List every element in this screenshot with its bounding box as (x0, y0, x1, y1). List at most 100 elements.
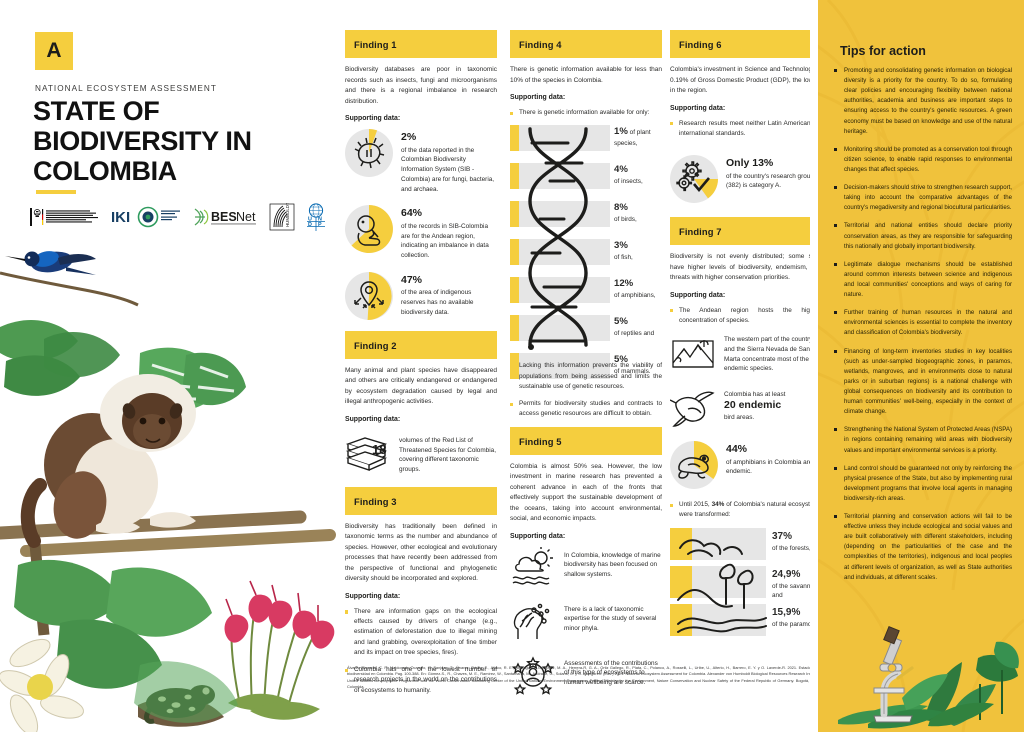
stat-value: 20 endemic (724, 398, 782, 411)
genetic-row: 5% of reptiles and (510, 315, 662, 348)
stat-row: Assessments of the contributions of this… (510, 655, 662, 697)
sidebar-divider (810, 0, 818, 732)
bacteria-icon (345, 129, 393, 178)
stat-value: 44% (726, 443, 748, 456)
stat-row: 64% of the records in SIB-Colombia are f… (345, 205, 497, 260)
list-item: Promoting and consolidating genetic info… (834, 66, 1012, 137)
transform-value: 34% (711, 501, 725, 509)
finding-1-supporting-label: Supporting data: (345, 115, 401, 123)
transform-pre: Until 2015, (679, 501, 712, 509)
person-stars-icon (510, 655, 556, 697)
finding-4-header: Finding 4 (510, 30, 662, 58)
finding-1-header: Finding 1 (345, 30, 497, 58)
stat-caption: of amphibians in Colombia are endemic. (726, 458, 813, 476)
list-item: Territorial and national entities should… (834, 221, 1012, 251)
cotton-top-tamarin-illustration (20, 374, 196, 548)
finding-5-body: Colombia is almost 50% sea. However, the… (510, 462, 662, 523)
stat-caption: of the country's research groups (382) i… (726, 172, 818, 190)
svg-text:N: N (318, 217, 322, 223)
besnet-logo: BES Net (192, 202, 260, 232)
iki-international-climate-initiative-logo: IKI (111, 202, 183, 232)
stat-caption: In Colombia, knowledge of marine biodive… (564, 551, 661, 579)
svg-text:IKI: IKI (111, 209, 130, 226)
column-findings-6-7: Finding 6 Colombia's investment in Scien… (669, 30, 822, 648)
genetic-value: 4% (614, 164, 628, 176)
list-item: There is genetic information available f… (510, 108, 662, 118)
finding-6-bullets: Research results meet neither Latin Amer… (670, 119, 822, 140)
svg-text:D: D (308, 222, 312, 228)
microscope-plants-illustration (838, 625, 1019, 729)
hero-panel: A NATIONAL ECOSYSTEM ASSESSMENT STATE OF… (0, 0, 340, 732)
stat-row: Only 13% of the country's research group… (670, 155, 822, 204)
stat-value: 47% (401, 273, 423, 286)
finding-2-label: Finding 2 (354, 339, 397, 351)
transformed-ecosystems-chart: 37% of the forests, 24,9% of the savanna… (670, 527, 822, 648)
humboldt-institute-logo: HUMBOLDT (269, 202, 295, 232)
finding-3-header: Finding 3 (345, 486, 497, 515)
finding-6-supporting-label: Supporting data: (670, 104, 726, 112)
list-item: The Andean region hosts the highest conc… (670, 306, 822, 327)
genetic-rows: 1% of plant species, 4% of insects, 8% o… (510, 125, 662, 391)
citation-text: Álvarez Hincapié, C. F., Maldonado-Ocamp… (347, 665, 821, 689)
frog-icon (670, 441, 718, 490)
bmu-federal-ministry-logo (30, 202, 102, 232)
finding-7-label: Finding 7 (679, 226, 722, 238)
stat-text: Only 13% of the country's research group… (726, 155, 822, 191)
list-item: Monitoring should be promoted as a conse… (834, 145, 1012, 175)
finding-5-label: Finding 5 (519, 435, 562, 447)
landscape-illustration-icon (677, 538, 767, 633)
finding-7-supporting-label: Supporting data: (670, 291, 726, 299)
genetic-caption: of mammals. (614, 368, 651, 376)
stat-row: The western part of the country and the … (670, 333, 822, 375)
finding-1-label: Finding 1 (354, 39, 397, 50)
finding-7-bullets: The Andean region hosts the highest conc… (670, 306, 822, 327)
genetic-value: 1% (614, 126, 628, 138)
finding-3-supporting-label: Supporting data: (345, 592, 401, 600)
stat-row: In Colombia, knowledge of marine biodive… (510, 546, 662, 589)
finding-6-header: Finding 6 (670, 30, 822, 58)
partner-logos: IKI BES Net (30, 200, 330, 234)
dna-helix-icon (528, 127, 588, 351)
genetic-caption: of fish, (614, 254, 633, 262)
genetic-caption: of plant species, (614, 129, 651, 148)
stat-row: 47% of the area of indigenous reserves h… (345, 271, 497, 320)
finding-5-supporting-label: Supporting data: (510, 532, 566, 540)
title-rule (36, 190, 76, 194)
genetic-caption: of amphibians, (614, 292, 656, 300)
gears-check-icon (670, 155, 718, 204)
list-item: There are information gaps on the ecolog… (345, 607, 497, 658)
svg-text:HUMBOLDT: HUMBOLDT (285, 203, 290, 227)
stat-text: 47% of the area of indigenous reserves h… (401, 272, 497, 318)
kicker-label: NATIONAL ECOSYSTEM ASSESSMENT (35, 84, 217, 93)
stat-caption: The western part of the country and the … (724, 336, 816, 373)
genetic-caption: of insects, (614, 178, 643, 186)
column-findings-4-5: Finding 4 There is genetic information a… (510, 30, 662, 709)
finding-7-transform-bullet: Until 2015, 34% of Colombia's natural ec… (670, 500, 822, 521)
genetic-value: 12% (614, 278, 634, 290)
stat-caption: of the area of indigenous reserves has n… (401, 289, 474, 316)
genetic-row: 5% of mammals. (510, 353, 662, 386)
finding-7-header: Finding 7 (670, 217, 822, 246)
finding-6-body: Colombia's investment in Science and Tec… (670, 66, 822, 95)
transform-post: of Colombia's natural ecosystems were tr… (679, 501, 822, 519)
genetic-value: 8% (614, 202, 628, 214)
eco-value: 37% (772, 530, 793, 542)
list-item: Financing of long-term inventories studi… (834, 347, 1012, 418)
genetic-value: 5% (614, 354, 628, 366)
finding-4-supporting-label: Supporting data: (510, 94, 566, 102)
stat-caption: There is a lack of taxonomic expertise f… (564, 605, 657, 633)
column-findings-1-3: Finding 1 Biodiversity databases are poo… (345, 30, 497, 703)
section-badge-letter: A (46, 39, 62, 62)
eco-caption: of the paramos. (772, 620, 817, 628)
leaf-pattern-background (818, 0, 1024, 732)
finding-3-body: Biodiversity has traditionally been defi… (345, 522, 497, 583)
finding-4-body: There is genetic information available f… (510, 66, 662, 84)
finding-6-label: Finding 6 (679, 39, 722, 50)
stat-value: Only 13% (726, 157, 774, 170)
head-brain-icon (510, 601, 556, 643)
eco-caption: of the forests, (772, 544, 811, 552)
stat-caption: of the data reported in the Colombian Bi… (401, 146, 495, 193)
stat-text: Colombia has at least 20 endemic bird ar… (724, 387, 785, 423)
list-item: Research results meet neither Latin Amer… (670, 119, 822, 140)
stat-row: There is a lack of taxonomic expertise f… (510, 601, 662, 643)
